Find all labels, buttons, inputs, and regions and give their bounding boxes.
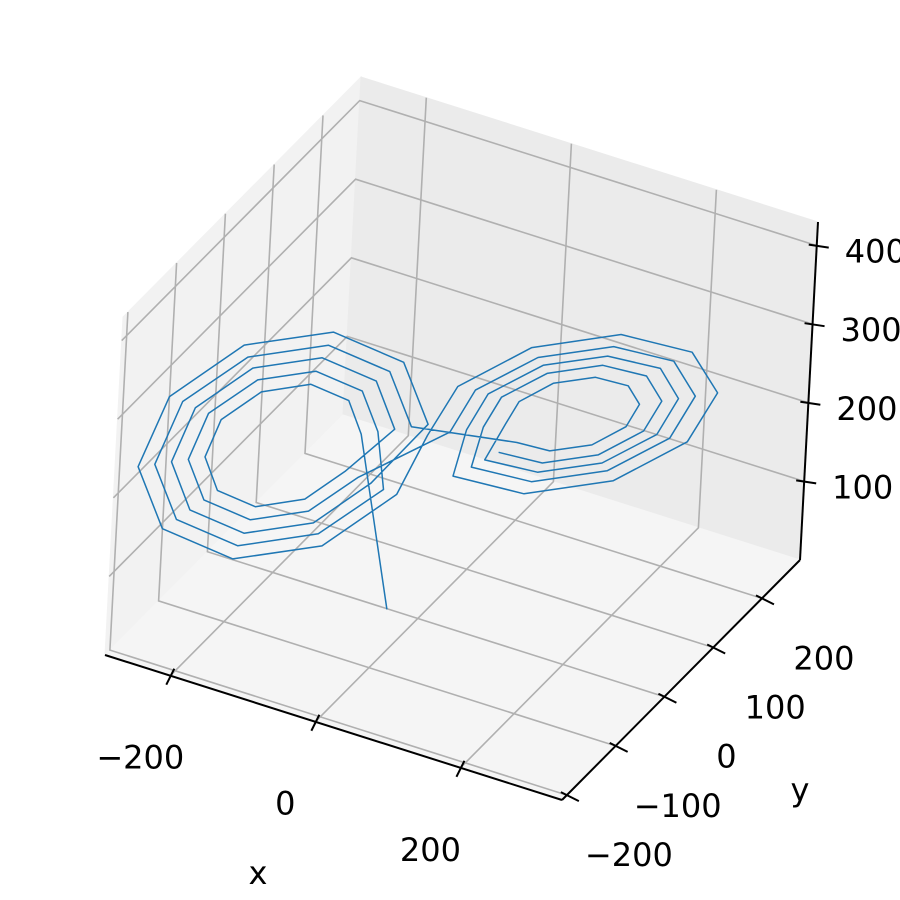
x-tick-label: 0 bbox=[275, 785, 295, 823]
z-tick-label: 300 bbox=[841, 311, 900, 349]
y-tick bbox=[706, 643, 726, 655]
grid-line bbox=[206, 213, 665, 698]
y-axis-line bbox=[561, 559, 801, 801]
y-tick-label: 0 bbox=[716, 738, 736, 776]
z-axis-line bbox=[799, 221, 819, 561]
x-tick bbox=[310, 714, 321, 732]
x-tick-label: 200 bbox=[400, 831, 461, 869]
grid-line bbox=[157, 262, 616, 747]
z-tick bbox=[796, 479, 817, 485]
z-tick bbox=[808, 243, 829, 249]
x-axis-label: x bbox=[249, 854, 268, 892]
z-tick-label: 400 bbox=[845, 233, 900, 271]
y-tick-label: −100 bbox=[634, 787, 722, 825]
y-tick-label: 200 bbox=[793, 639, 854, 677]
y-tick-label: −200 bbox=[585, 836, 673, 874]
trajectory-line bbox=[137, 331, 719, 610]
x-tick bbox=[455, 760, 466, 778]
y-tick bbox=[609, 742, 629, 753]
z-tick bbox=[800, 400, 821, 406]
x-axis-line bbox=[104, 654, 563, 801]
y-tick bbox=[657, 692, 677, 704]
y-tick-label: 100 bbox=[745, 689, 806, 727]
x-tick-label: −200 bbox=[96, 739, 184, 777]
grid-line bbox=[108, 335, 805, 577]
grid-line bbox=[169, 97, 428, 677]
grid-line bbox=[112, 256, 809, 499]
grid-line bbox=[459, 189, 718, 769]
grid-line bbox=[121, 99, 817, 342]
grid-line bbox=[304, 115, 763, 600]
grid-line bbox=[117, 178, 813, 420]
y-tick bbox=[560, 791, 580, 802]
x-tick bbox=[165, 668, 176, 686]
z-tick bbox=[804, 322, 825, 328]
z-tick-label: 100 bbox=[832, 468, 893, 506]
y-axis-label: y bbox=[791, 771, 810, 809]
y-tick bbox=[755, 594, 775, 606]
grid-line bbox=[109, 312, 568, 796]
z-tick-label: 200 bbox=[836, 390, 897, 428]
grid-line bbox=[255, 164, 714, 649]
grid-line bbox=[314, 143, 573, 723]
